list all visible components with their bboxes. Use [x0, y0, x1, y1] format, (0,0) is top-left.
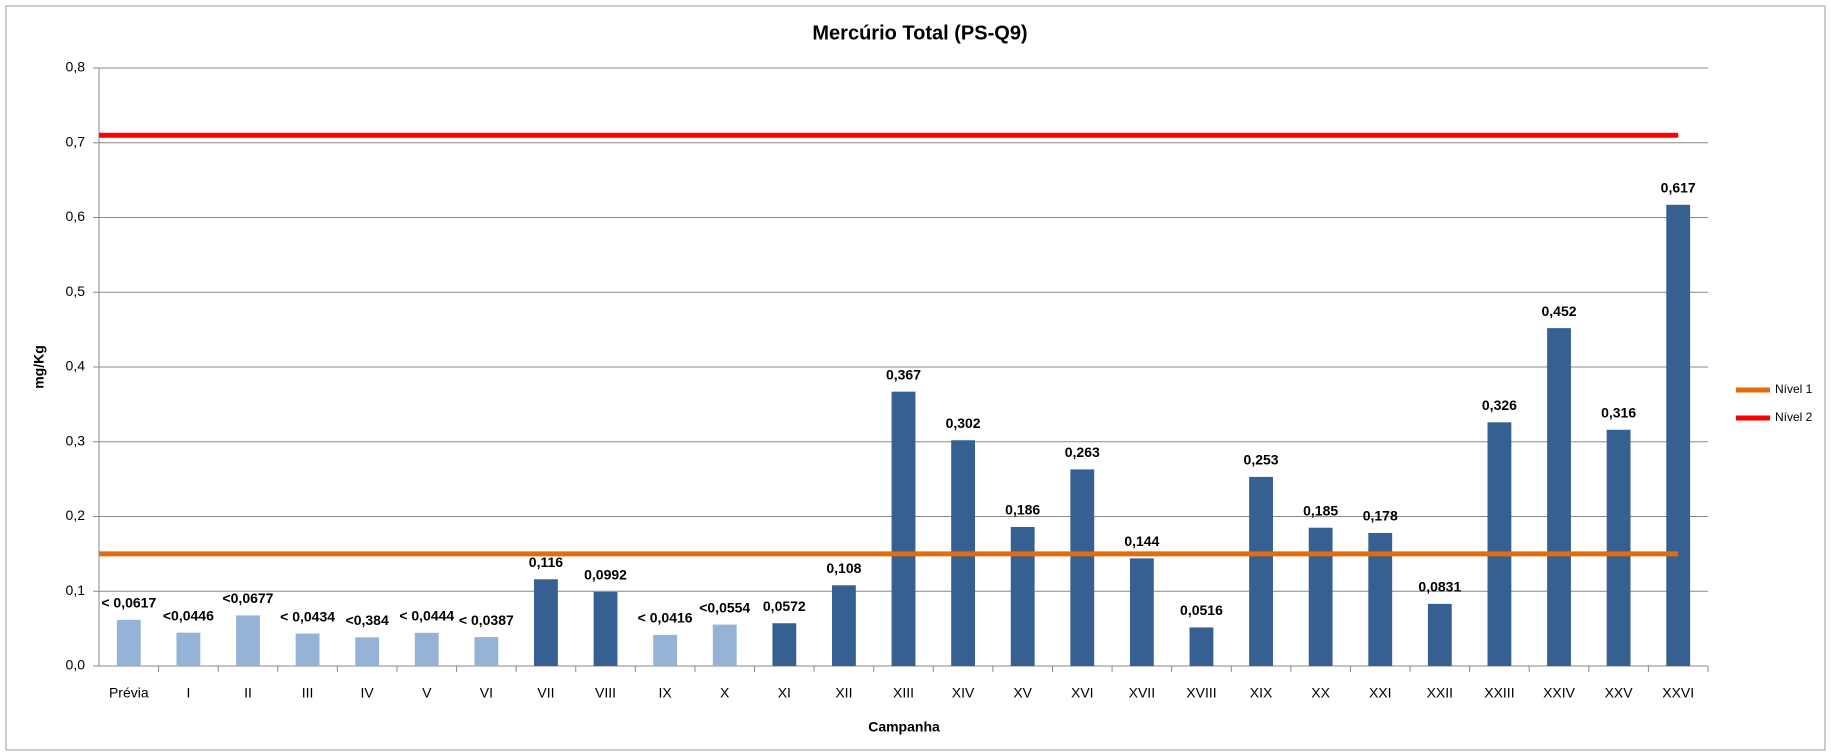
x-tick-label: IV [361, 685, 375, 701]
value-label: 0,0572 [763, 598, 806, 614]
value-label: 0,452 [1541, 303, 1576, 319]
chart-title: Mercúrio Total (PS-Q9) [812, 22, 1027, 44]
value-label: 0,302 [946, 415, 981, 431]
x-tick-label: XIX [1250, 685, 1273, 701]
x-tick-label: V [422, 685, 432, 701]
x-tick-label: Prévia [109, 685, 149, 701]
y-tick-label: 0,3 [66, 432, 86, 448]
y-tick-label: 0,0 [66, 657, 86, 673]
bar [1010, 526, 1035, 666]
chart-frame [5, 5, 1826, 751]
x-tick-label: XXIV [1543, 685, 1576, 701]
bar [891, 391, 916, 666]
value-label: 0,185 [1303, 502, 1338, 518]
value-label: < 0,0444 [399, 608, 454, 624]
y-tick-label: 0,4 [66, 358, 86, 374]
value-label: 0,326 [1482, 397, 1517, 413]
x-tick-label: XXI [1369, 685, 1392, 701]
value-label: 0,367 [886, 366, 921, 382]
bar [176, 632, 201, 666]
y-tick-label: 0,1 [66, 582, 86, 598]
value-label: 0,186 [1005, 502, 1040, 518]
value-label: < 0,0416 [638, 610, 693, 626]
x-tick-label: VI [480, 685, 493, 701]
bar [712, 624, 737, 666]
value-label: <0,384 [346, 612, 389, 628]
value-label: 0,316 [1601, 404, 1636, 420]
value-label: <0,0677 [222, 590, 273, 606]
value-label: 0,263 [1065, 444, 1100, 460]
bar [295, 633, 320, 666]
bar [236, 615, 260, 666]
value-label: 0,144 [1124, 533, 1159, 549]
x-tick-label: XXV [1605, 685, 1634, 701]
x-tick-label: XXVI [1662, 685, 1694, 701]
value-label: 0,617 [1661, 179, 1696, 195]
bar [414, 632, 439, 666]
bar [653, 634, 678, 666]
x-tick-label: XX [1311, 685, 1330, 701]
value-label: 0,116 [529, 554, 563, 570]
bar [1129, 558, 1154, 666]
legend-label: Nível 2 [1775, 410, 1813, 424]
x-tick-label: XVII [1129, 685, 1155, 701]
x-tick-label: III [302, 685, 314, 701]
bar [1308, 527, 1333, 666]
y-axis-label: mg/Kg [31, 345, 47, 389]
x-tick-label: IX [659, 685, 673, 701]
bar [474, 637, 499, 666]
y-tick-label: 0,2 [66, 507, 86, 523]
bar [1189, 627, 1214, 666]
x-tick-label: XVI [1071, 685, 1094, 701]
bar [772, 623, 797, 666]
bar [1427, 603, 1452, 666]
bar [534, 579, 558, 666]
x-tick-label: XIII [893, 685, 914, 701]
bar [1070, 469, 1095, 666]
bar [116, 619, 141, 666]
x-tick-label: X [720, 685, 730, 701]
value-label: < 0,0617 [101, 595, 156, 611]
bar [1249, 476, 1273, 666]
y-tick-label: 0,6 [66, 208, 86, 224]
x-tick-label: XI [778, 685, 791, 701]
value-label: 0,0831 [1418, 579, 1461, 595]
value-label: 0,0992 [584, 567, 627, 583]
x-tick-label: VII [537, 685, 554, 701]
x-tick-label: XV [1013, 685, 1032, 701]
value-label: < 0,0434 [280, 608, 335, 624]
x-tick-label: XIV [952, 685, 975, 701]
x-tick-label: XXIII [1484, 685, 1514, 701]
x-tick-label: II [244, 685, 252, 701]
value-label: 0,0516 [1180, 602, 1223, 618]
bar [831, 585, 856, 666]
value-label: <0,0554 [699, 599, 750, 615]
x-tick-label: I [186, 685, 190, 701]
value-label: < 0,0387 [459, 612, 514, 628]
legend-label: Nível 1 [1775, 382, 1813, 396]
y-tick-label: 0,5 [66, 283, 86, 299]
bar [355, 637, 380, 666]
value-label: <0,0446 [163, 607, 214, 623]
bar [1606, 429, 1631, 666]
x-axis-label: Campanha [868, 719, 940, 735]
value-label: 0,253 [1244, 452, 1279, 468]
x-tick-label: VIII [595, 685, 616, 701]
bar [1547, 328, 1571, 666]
x-tick-label: XII [835, 685, 852, 701]
value-label: 0,108 [826, 560, 861, 576]
y-tick-label: 0,8 [66, 59, 86, 75]
x-tick-label: XVIII [1186, 685, 1216, 701]
y-tick-label: 0,7 [66, 133, 86, 149]
bar [1666, 204, 1691, 667]
bar [593, 591, 618, 666]
bar [1368, 532, 1393, 666]
x-tick-label: XXII [1427, 685, 1453, 701]
value-label: 0,178 [1363, 508, 1398, 524]
bar [1487, 422, 1512, 666]
